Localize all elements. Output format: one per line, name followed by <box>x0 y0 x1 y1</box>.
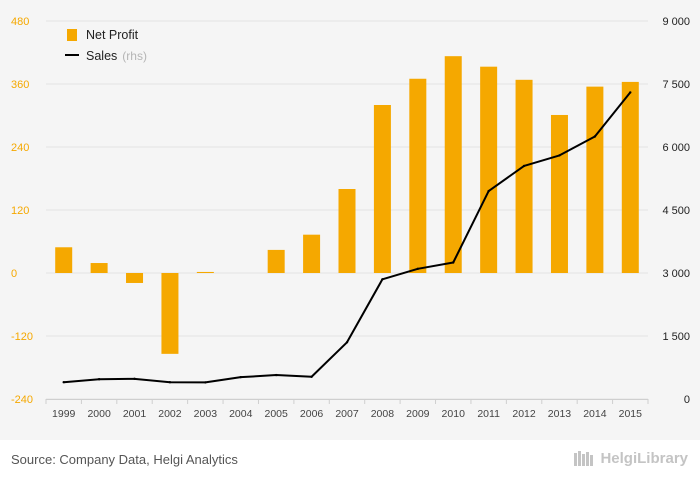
left-axis-tick-label: 0 <box>11 268 17 280</box>
point-sales-2009 <box>416 267 420 270</box>
legend: Net Profit Sales (rhs) <box>65 28 147 63</box>
left-axis-tick-label: -120 <box>11 331 33 343</box>
bar-net-profit-1999 <box>55 247 73 273</box>
point-sales-1999 <box>62 381 65 384</box>
right-axis-tick-label: 3 000 <box>662 268 690 280</box>
bar-net-profit-2009 <box>409 78 427 273</box>
x-axis-tick-label: 2015 <box>619 408 643 420</box>
x-axis-tick-label: 2010 <box>442 408 466 420</box>
line-layer <box>62 91 632 384</box>
point-sales-2000 <box>97 378 101 381</box>
x-axis-tick-label: 2013 <box>548 408 572 420</box>
left-axis-tick-label: 480 <box>11 16 29 28</box>
bar-net-profit-2013 <box>550 114 568 273</box>
right-axis-tick-label: 7 500 <box>662 79 690 91</box>
x-axis-tick-label: 2006 <box>300 408 324 420</box>
x-axis-tick-label: 2003 <box>194 408 218 420</box>
point-sales-2002 <box>168 381 172 384</box>
point-sales-2015 <box>629 91 632 94</box>
legend-label-sales-group: Sales (rhs) <box>86 49 147 63</box>
x-axis-tick-label: 2011 <box>477 408 500 420</box>
x-axis-tick-label: 2005 <box>264 408 288 420</box>
left-axis-tick-label: -240 <box>11 394 33 406</box>
bar-net-profit-2006 <box>303 234 321 273</box>
bar-net-profit-2002 <box>161 273 179 354</box>
chart-svg: -240 -120 0 120 240 360 480 0 1 500 3 000 4 500 6 0… <box>11 16 690 420</box>
x-axis-tick-label: 2002 <box>158 408 182 420</box>
x-axis-tick-label: 2012 <box>512 408 536 420</box>
library-icon <box>574 451 594 466</box>
bar-layer <box>55 56 639 354</box>
right-axis-tick-label: 1 500 <box>662 331 690 343</box>
bar-net-profit-2015 <box>621 81 639 274</box>
left-axis-tick-label: 120 <box>11 205 29 217</box>
x-axis-tick-label: 2014 <box>583 408 607 420</box>
left-axis-tick-label: 240 <box>11 142 29 154</box>
point-sales-2012 <box>522 164 526 168</box>
bar-net-profit-2000 <box>90 263 108 273</box>
point-sales-2008 <box>381 278 384 281</box>
x-axis-tick-label: 2008 <box>371 408 395 420</box>
left-axis-tick-label: 360 <box>11 79 29 91</box>
bar-net-profit-2012 <box>515 79 533 273</box>
point-sales-2014 <box>593 135 597 138</box>
bar-net-profit-2001 <box>126 273 144 283</box>
bar-net-profit-2007 <box>338 189 356 273</box>
axis-layer: -240 -120 0 120 240 360 480 0 1 500 3 000 4 500 6 0… <box>11 16 690 420</box>
x-axis-tick-label: 1999 <box>52 408 76 420</box>
legend-swatch-net-profit <box>67 29 77 41</box>
point-sales-2007 <box>345 341 349 344</box>
bar-net-profit-2014 <box>586 86 604 273</box>
bar-net-profit-2010 <box>444 56 462 273</box>
point-sales-2013 <box>558 154 561 157</box>
point-sales-2010 <box>452 261 455 264</box>
x-axis-tick-label: 2009 <box>406 408 430 420</box>
x-axis-tick-label: 2007 <box>335 408 359 420</box>
point-sales-2011 <box>487 189 490 193</box>
brand-logo: HelgiLibrary <box>573 449 688 467</box>
right-axis-tick-label: 0 <box>684 394 690 406</box>
legend-label-sales-suffix: (rhs) <box>122 49 147 63</box>
source-note: Source: Company Data, Helgi Analytics <box>11 452 238 467</box>
right-axis-tick-label: 4 500 <box>662 205 690 217</box>
point-sales-2004 <box>239 375 242 379</box>
x-axis-tick-label: 2000 <box>87 408 111 420</box>
footer: Source: Company Data, Helgi Analytics He… <box>0 440 700 483</box>
point-sales-2005 <box>274 373 278 377</box>
x-axis-tick-label: 2004 <box>229 408 253 420</box>
right-axis-tick-label: 9 000 <box>662 16 690 28</box>
chart: -240 -120 0 120 240 360 480 0 1 500 3 000 4 500 6 0… <box>11 16 690 420</box>
point-sales-2006 <box>310 375 313 378</box>
x-axis-tick-label: 2001 <box>123 408 147 420</box>
legend-label-sales: Sales <box>86 49 117 63</box>
brand-name: HelgiLibrary <box>600 449 688 467</box>
right-axis-tick-label: 6 000 <box>662 142 690 154</box>
bar-net-profit-2011 <box>480 66 498 273</box>
point-sales-2003 <box>204 381 207 384</box>
point-sales-2001 <box>133 377 136 381</box>
bar-net-profit-2005 <box>267 249 285 273</box>
bar-net-profit-2003 <box>196 271 214 273</box>
legend-label-net-profit: Net Profit <box>86 28 139 42</box>
bar-net-profit-2008 <box>373 105 391 273</box>
